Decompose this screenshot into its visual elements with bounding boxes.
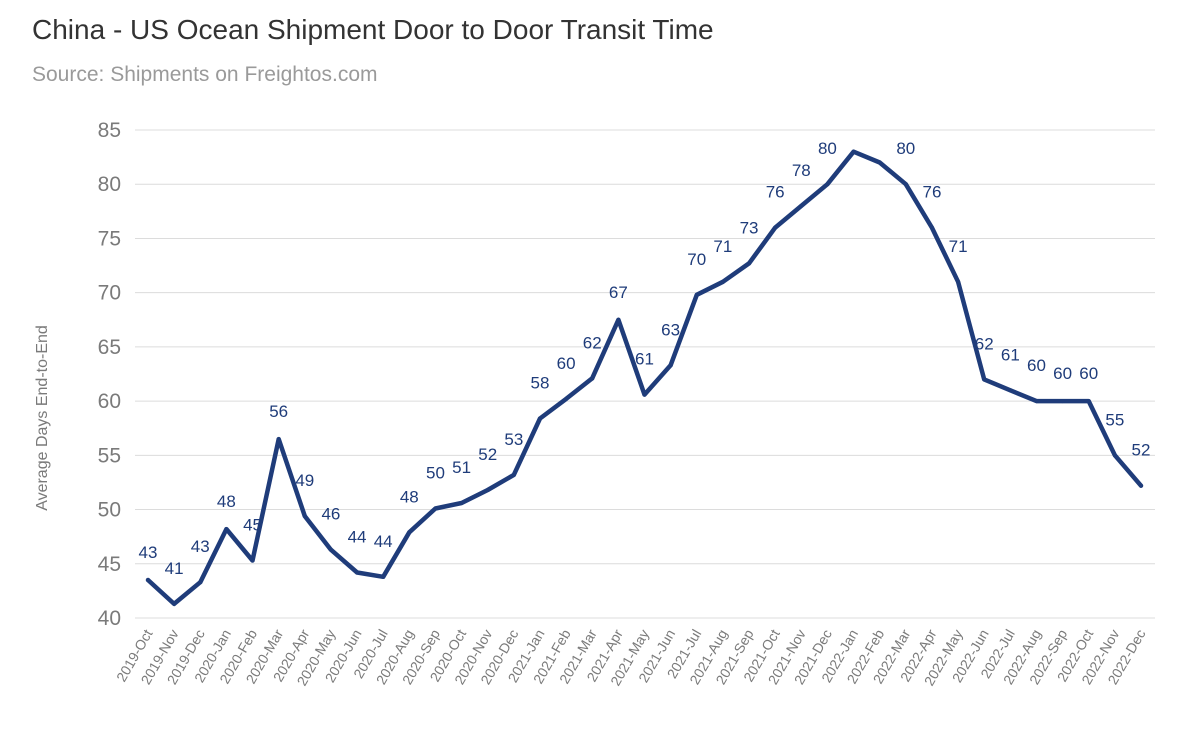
data-point bbox=[355, 570, 360, 575]
y-tick-label: 50 bbox=[98, 499, 121, 522]
data-label: 41 bbox=[165, 559, 184, 578]
data-label: 73 bbox=[740, 218, 759, 237]
data-point bbox=[694, 292, 699, 297]
data-point bbox=[590, 376, 595, 381]
data-point bbox=[198, 580, 203, 585]
data-label: 71 bbox=[713, 237, 732, 256]
data-point bbox=[407, 530, 412, 535]
data-label: 76 bbox=[766, 183, 785, 202]
data-point bbox=[224, 527, 229, 532]
y-tick-label: 85 bbox=[98, 119, 121, 142]
data-point bbox=[302, 514, 307, 519]
data-point bbox=[1060, 399, 1065, 404]
data-point bbox=[511, 472, 516, 477]
data-point bbox=[1008, 388, 1013, 393]
data-point bbox=[1112, 453, 1117, 458]
y-axis-ticks: 40 45 50 55 60 65 70 75 80 85 bbox=[98, 119, 121, 630]
data-point bbox=[616, 317, 621, 322]
y-axis-label: Average Days End-to-End bbox=[34, 325, 51, 511]
data-label: 44 bbox=[348, 527, 367, 546]
data-point bbox=[982, 377, 987, 382]
data-label: 52 bbox=[478, 445, 497, 464]
data-point bbox=[146, 578, 150, 583]
data-point bbox=[328, 547, 333, 552]
data-point bbox=[381, 574, 386, 579]
data-point bbox=[929, 225, 934, 230]
data-label: 61 bbox=[635, 350, 654, 369]
data-point bbox=[773, 225, 778, 230]
data-label: 55 bbox=[1105, 410, 1124, 429]
y-tick-label: 65 bbox=[98, 336, 121, 359]
data-point bbox=[956, 279, 961, 284]
y-tick-label: 70 bbox=[98, 282, 121, 305]
data-label: 67 bbox=[609, 283, 628, 302]
data-point bbox=[668, 363, 673, 368]
data-point bbox=[276, 437, 281, 442]
data-point bbox=[903, 182, 908, 187]
data-label: 62 bbox=[975, 334, 994, 353]
data-point bbox=[459, 501, 464, 506]
data-label: 71 bbox=[949, 237, 968, 256]
data-label: 43 bbox=[191, 537, 210, 556]
y-tick-label: 55 bbox=[98, 444, 121, 467]
data-label: 43 bbox=[139, 543, 158, 562]
data-label: 46 bbox=[321, 505, 340, 524]
data-label: 76 bbox=[922, 183, 941, 202]
data-point bbox=[172, 601, 177, 606]
data-point bbox=[564, 396, 569, 401]
data-label: 45 bbox=[243, 516, 262, 535]
data-point bbox=[485, 488, 490, 493]
data-label: 58 bbox=[531, 373, 550, 392]
data-label: 60 bbox=[1053, 364, 1072, 383]
data-point bbox=[720, 279, 725, 284]
data-label: 60 bbox=[1027, 356, 1046, 375]
data-point bbox=[851, 149, 856, 154]
data-point bbox=[1034, 399, 1039, 404]
y-tick-label: 80 bbox=[98, 173, 121, 196]
data-label: 56 bbox=[269, 402, 288, 421]
data-point bbox=[642, 392, 647, 397]
data-point bbox=[1086, 399, 1091, 404]
data-label: 61 bbox=[1001, 345, 1020, 364]
data-label: 80 bbox=[896, 139, 915, 158]
data-labels: 43 41 43 48 45 56 49 46 44 44 48 50 51 52 53 58 60 62 67 61… bbox=[139, 139, 1151, 578]
y-tick-label: 40 bbox=[98, 607, 121, 630]
chart-subtitle: Source: Shipments on Freightos.com bbox=[32, 63, 378, 86]
data-label: 48 bbox=[217, 492, 236, 511]
y-tick-label: 45 bbox=[98, 553, 121, 576]
data-point bbox=[537, 416, 542, 421]
data-point bbox=[799, 203, 804, 208]
chart-title: China - US Ocean Shipment Door to Door T… bbox=[32, 14, 714, 45]
data-label: 62 bbox=[583, 333, 602, 352]
data-label: 80 bbox=[818, 139, 837, 158]
series-line bbox=[145, 149, 1144, 607]
data-label: 50 bbox=[426, 463, 445, 482]
data-point bbox=[1139, 483, 1143, 488]
data-point bbox=[877, 160, 882, 165]
data-label: 51 bbox=[452, 458, 471, 477]
data-point bbox=[747, 261, 752, 266]
gridlines bbox=[135, 129, 1155, 619]
y-tick-label: 60 bbox=[98, 390, 121, 413]
data-label: 53 bbox=[504, 430, 523, 449]
series-line-path bbox=[145, 149, 1144, 607]
data-label: 52 bbox=[1132, 441, 1151, 460]
data-label: 49 bbox=[295, 471, 314, 490]
x-axis-ticks: 2019-Oct2019-Nov2019-Dec2020-Jan2020-Feb… bbox=[113, 626, 1149, 688]
data-label: 48 bbox=[400, 487, 419, 506]
data-label: 63 bbox=[661, 320, 680, 339]
data-point bbox=[825, 182, 830, 187]
data-point bbox=[250, 558, 255, 563]
data-point bbox=[433, 506, 438, 511]
data-label: 78 bbox=[792, 161, 811, 180]
data-label: 70 bbox=[687, 250, 706, 269]
data-label: 44 bbox=[374, 532, 393, 551]
data-label: 60 bbox=[1079, 364, 1098, 383]
data-label: 60 bbox=[557, 354, 576, 373]
y-tick-label: 75 bbox=[98, 227, 121, 250]
